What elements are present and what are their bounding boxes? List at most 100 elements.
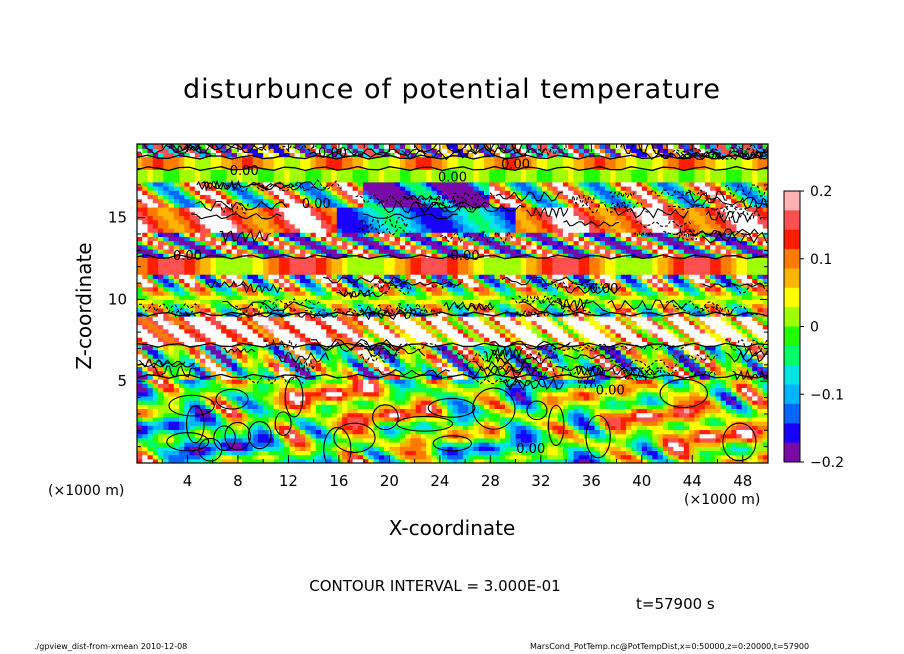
heatmap-cell [457, 404, 464, 410]
heatmap-cell [731, 303, 738, 309]
heatmap-cell [142, 303, 149, 309]
heatmap-cell [384, 320, 390, 326]
heatmap-cell [505, 299, 511, 305]
heatmap-cell [694, 345, 701, 351]
heatmap-cell [762, 421, 768, 426]
heatmap-cell [626, 404, 632, 410]
heatmap-cell [746, 316, 753, 321]
heatmap-cell [547, 400, 554, 405]
heatmap-cell [562, 324, 569, 330]
heatmap-cell [137, 286, 143, 292]
heatmap-cell [689, 391, 695, 397]
heatmap-cell [305, 341, 312, 347]
heatmap-cell [189, 416, 196, 422]
heatmap-cell [263, 416, 270, 422]
heatmap-cell [463, 337, 469, 342]
heatmap-cell [641, 358, 648, 363]
heatmap-cell [447, 450, 454, 456]
heatmap-cell [405, 442, 412, 447]
heatmap-cell [263, 458, 270, 463]
heatmap-cell [746, 446, 753, 452]
heatmap-cell [226, 366, 233, 372]
heatmap-cell [331, 395, 338, 401]
heatmap-cell [152, 303, 159, 309]
heatmap-cell [710, 316, 717, 321]
heatmap-cell [394, 349, 401, 355]
heatmap-cell [710, 400, 717, 405]
heatmap-cell [205, 416, 212, 422]
heatmap-cell [184, 446, 191, 452]
heatmap-cell [352, 349, 359, 355]
heatmap-cell [252, 353, 259, 359]
heatmap-cell [247, 408, 254, 414]
heatmap-cell [578, 370, 585, 376]
heatmap-cell [568, 387, 575, 393]
heatmap-cell [347, 400, 354, 405]
heatmap-cell [152, 320, 159, 326]
heatmap-cell [163, 362, 170, 368]
heatmap-cell [236, 425, 243, 431]
heatmap-cell [384, 429, 390, 435]
heatmap-cell [137, 421, 143, 426]
heatmap-cell [231, 370, 238, 376]
heatmap-cell [363, 366, 369, 372]
heatmap-cell [300, 286, 306, 292]
heatmap-cell [715, 387, 722, 393]
heatmap-cell [573, 316, 580, 321]
heatmap-cell [536, 450, 543, 456]
heatmap-cell [179, 425, 185, 431]
heatmap-cell [505, 387, 511, 393]
heatmap-cell [426, 395, 433, 401]
heatmap-cell [568, 421, 575, 426]
heatmap-cell [331, 450, 338, 456]
heatmap-cell [152, 299, 159, 305]
heatmap-cell [720, 295, 727, 300]
heatmap-cell [215, 316, 222, 321]
heatmap-cell [158, 290, 164, 296]
heatmap-cell [273, 408, 280, 414]
heatmap-cell [137, 437, 143, 443]
heatmap-cell [710, 383, 717, 389]
heatmap-cell [552, 404, 559, 410]
heatmap-cell [678, 437, 685, 443]
heatmap-cell [515, 362, 522, 368]
heatmap-cell [373, 311, 380, 317]
heatmap-cell [431, 290, 438, 296]
heatmap-cell [242, 353, 249, 359]
heatmap-cell [268, 366, 275, 372]
heatmap-cell [405, 303, 412, 309]
heatmap-cell [268, 454, 275, 460]
heatmap-cell [331, 416, 338, 422]
heatmap-cell [236, 370, 243, 376]
heatmap-cell [436, 332, 443, 338]
heatmap-cell [741, 295, 748, 300]
heatmap-cell [647, 345, 653, 351]
heatmap-cell [205, 337, 212, 342]
heatmap-cell [441, 421, 448, 426]
heatmap-cell [615, 421, 622, 426]
heatmap-cell [184, 437, 191, 443]
heatmap-cell [284, 353, 291, 359]
heatmap-cell [636, 383, 643, 389]
heatmap-cell [420, 446, 427, 452]
heatmap-cell [457, 395, 464, 401]
heatmap-cell [562, 446, 569, 452]
heatmap-cell [683, 295, 690, 300]
heatmap-cell [441, 316, 448, 321]
heatmap-cell [673, 416, 680, 422]
heatmap-cell [284, 433, 291, 439]
heatmap-cell [389, 290, 396, 296]
heatmap-cell [221, 286, 227, 292]
heatmap-cell [231, 395, 238, 401]
heatmap-cell [399, 295, 406, 300]
heatmap-cell [231, 429, 238, 435]
heatmap-cell [573, 442, 580, 447]
heatmap-cell [447, 349, 454, 355]
heatmap-cell [278, 446, 285, 452]
heatmap-cell [310, 383, 317, 389]
heatmap-cell [589, 303, 596, 309]
heatmap-cell [347, 286, 354, 292]
heatmap-cell [626, 345, 632, 351]
heatmap-cell [252, 345, 259, 351]
heatmap-cell [352, 374, 359, 380]
